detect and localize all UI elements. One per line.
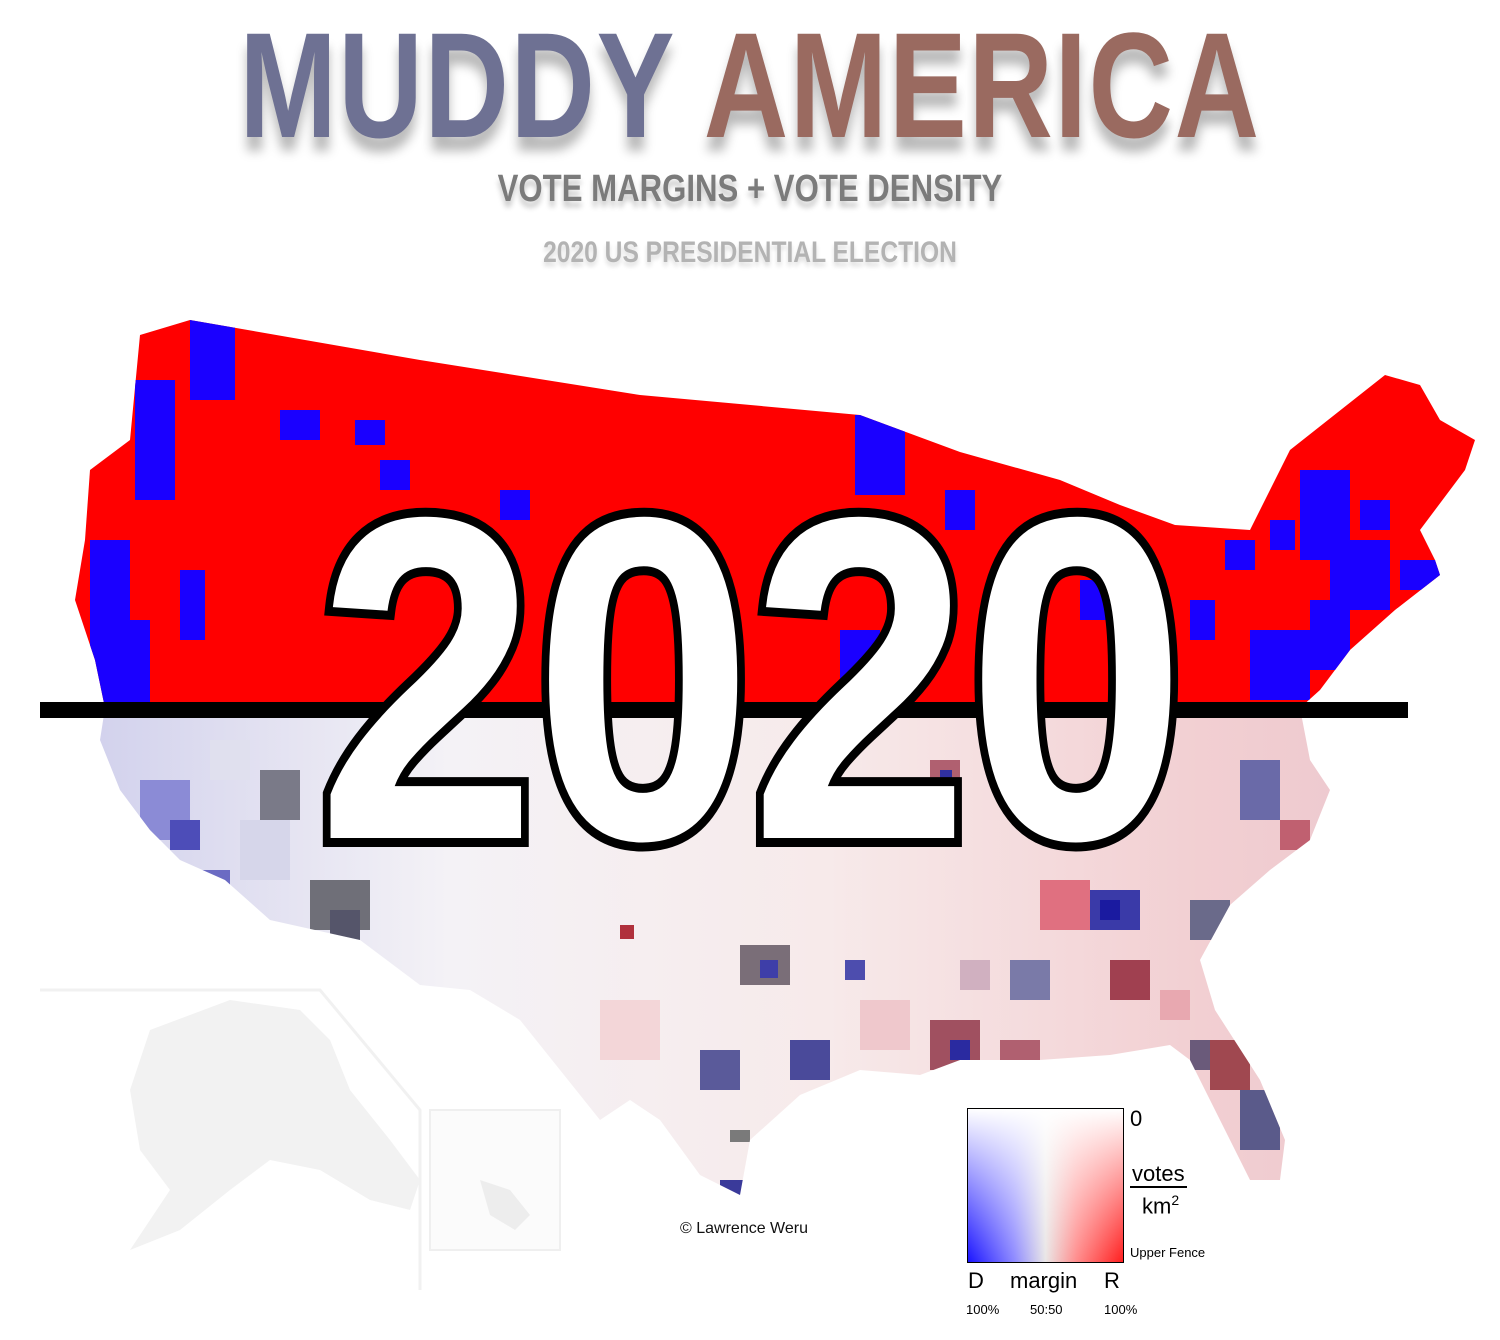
- legend-axis-label: margin: [1010, 1268, 1078, 1293]
- legend-left-pct: 100%: [966, 1302, 1000, 1317]
- legend-exponent: 2: [1171, 1192, 1180, 1208]
- title-word-america: AMERICA: [703, 1, 1261, 169]
- legend-right-pct: 100%: [1104, 1302, 1138, 1317]
- copyright-credit: © Lawrence Weru: [680, 1220, 808, 1237]
- legend-top-label: 0: [1130, 1106, 1143, 1131]
- divider-line: [40, 702, 1408, 718]
- subtitle: VOTE MARGINS + VOTE DENSITY: [497, 168, 1003, 210]
- legend-left-label: D: [968, 1268, 984, 1293]
- legend-bottom-label: Upper Fence: [1130, 1245, 1206, 1260]
- year-overlay: 2020: [309, 423, 1194, 936]
- legend-right-label: R: [1104, 1268, 1120, 1293]
- page-title: MUDDY AMERICA: [165, 0, 1335, 170]
- title-word-muddy: MUDDY: [239, 1, 675, 169]
- legend-density-denominator: km2: [1142, 1192, 1179, 1219]
- legend-mid-pct: 50:50: [1030, 1302, 1063, 1317]
- legend-density-numerator: votes: [1130, 1161, 1187, 1188]
- election-label: 2020 US PRESIDENTIAL ELECTION: [543, 236, 957, 269]
- legend-gradient-square: [967, 1108, 1124, 1263]
- alaska-hawaii-inset: [40, 988, 561, 1290]
- legend-km: km: [1142, 1193, 1172, 1219]
